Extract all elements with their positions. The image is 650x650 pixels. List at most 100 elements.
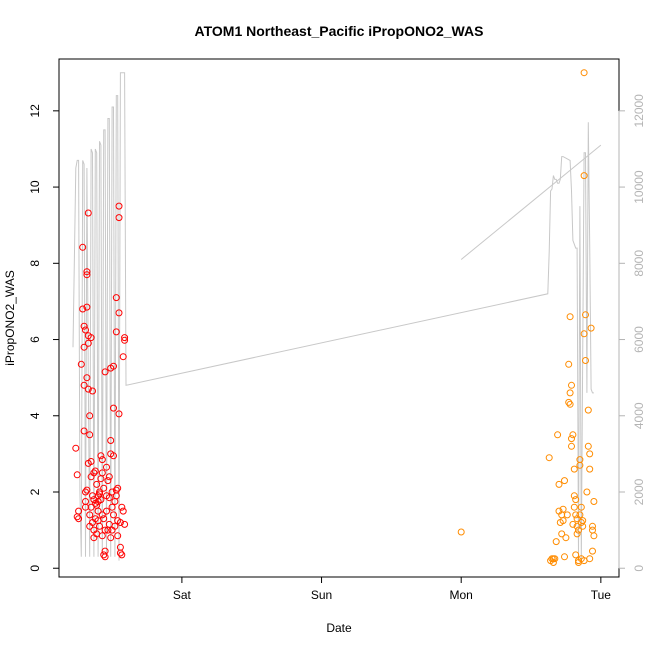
data-point-series1 [80, 322, 88, 330]
data-point-series1 [93, 480, 101, 488]
data-point-series2 [584, 442, 592, 450]
data-point-series2 [457, 528, 465, 536]
data-point-series1 [72, 444, 80, 452]
data-point-series2 [589, 547, 596, 555]
data-point-series2 [566, 389, 574, 397]
data-point-series2 [572, 511, 580, 519]
data-point-series2 [558, 530, 566, 538]
data-point-series1 [104, 477, 112, 485]
data-point-series2 [575, 526, 582, 534]
data-point-series1 [79, 243, 87, 251]
y-axis-label: iPropONO2_WAS [3, 270, 17, 366]
data-point-series1 [115, 410, 123, 418]
x-tick-label: Tue [591, 588, 612, 602]
data-point-series2 [555, 480, 563, 488]
data-point-series1 [119, 507, 127, 515]
y-tick-label: 10 [28, 180, 42, 194]
y2-tick-label: 2000 [632, 478, 646, 505]
data-point-series1 [112, 492, 120, 500]
data-point-series2 [590, 532, 598, 540]
data-point-series1 [87, 334, 95, 342]
altitude-line [72, 72, 594, 561]
data-point-series1 [112, 294, 120, 302]
data-point-series1 [96, 522, 103, 530]
data-point-series1 [121, 336, 129, 344]
data-point-series1 [121, 334, 129, 342]
data-point-series1 [101, 526, 109, 534]
data-point-series1 [105, 494, 113, 502]
data-point-series2 [562, 534, 570, 542]
data-point-series1 [116, 549, 124, 557]
data-point-series2 [559, 505, 567, 513]
data-point-series2 [580, 69, 588, 77]
data-point-series1 [110, 362, 117, 370]
data-point-series2 [566, 313, 574, 321]
data-point-series1 [110, 511, 117, 519]
data-point-series2 [584, 406, 592, 414]
data-point-series1 [80, 427, 88, 435]
data-point-series1 [86, 511, 94, 519]
data-point-series2 [589, 522, 596, 530]
data-point-series2 [577, 503, 585, 511]
data-point-series1 [118, 551, 126, 559]
data-point-series1 [105, 473, 113, 481]
data-point-series1 [73, 471, 81, 479]
data-point-series2 [572, 496, 580, 504]
data-point-series2 [579, 522, 587, 530]
y-axis-left: 0 2 4 6 8 10 12 [28, 104, 60, 572]
data-point-series1 [80, 381, 88, 389]
data-point-series2 [590, 498, 598, 505]
data-point-series1 [83, 268, 91, 276]
data-point-series2 [572, 551, 580, 559]
y-tick-label: 8 [28, 260, 42, 267]
data-point-series1 [77, 360, 85, 368]
data-point-series1 [96, 488, 103, 496]
data-point-series2 [573, 530, 581, 538]
data-point-series1 [75, 507, 83, 515]
data-point-series1 [91, 467, 99, 475]
data-point-series1 [114, 532, 122, 540]
data-point-series1 [82, 488, 89, 496]
data-point-series1 [110, 404, 117, 412]
data-point-series2 [580, 172, 588, 180]
data-point-series1 [107, 534, 115, 542]
data-point-series2 [568, 435, 575, 443]
y2-tick-label: 10000 [632, 170, 646, 204]
y2-tick-label: 6000 [632, 326, 646, 353]
data-point-series1 [84, 339, 92, 347]
y-tick-label: 12 [28, 104, 42, 118]
data-point-series2 [580, 330, 588, 338]
data-point-series2 [582, 311, 589, 319]
data-point-series1 [100, 551, 108, 559]
data-point-series2 [552, 538, 560, 546]
data-point-series2 [569, 431, 577, 439]
data-point-series1 [86, 412, 94, 420]
data-point-series1 [100, 515, 108, 523]
data-point-series1 [98, 532, 106, 540]
altitude-layer [72, 72, 602, 561]
y2-tick-label: 12000 [632, 94, 646, 128]
data-point-series1 [97, 452, 105, 460]
data-point-series2 [566, 400, 574, 408]
y-tick-label: 4 [28, 412, 42, 419]
data-point-series2 [576, 456, 584, 464]
data-point-series1 [79, 305, 87, 313]
data-point-series1 [115, 214, 123, 222]
data-point-series1 [115, 202, 123, 210]
data-point-series2 [563, 511, 571, 519]
data-point-series2 [559, 517, 567, 525]
data-point-series2 [586, 450, 594, 458]
data-point-series1 [86, 431, 94, 439]
y2-tick-label: 4000 [632, 402, 646, 429]
y-tick-label: 0 [28, 565, 42, 572]
data-point-series2 [576, 511, 584, 519]
y2-tick-label: 0 [632, 565, 646, 572]
data-point-series1 [108, 488, 116, 496]
data-point-series1 [100, 484, 108, 492]
data-point-series1 [84, 385, 92, 393]
x-tick-label: Sat [173, 588, 192, 602]
y-axis-right: 0 2000 4000 6000 8000 10000 12000 [618, 94, 646, 572]
data-point-series1 [121, 520, 129, 528]
data-point-series1 [82, 326, 89, 334]
